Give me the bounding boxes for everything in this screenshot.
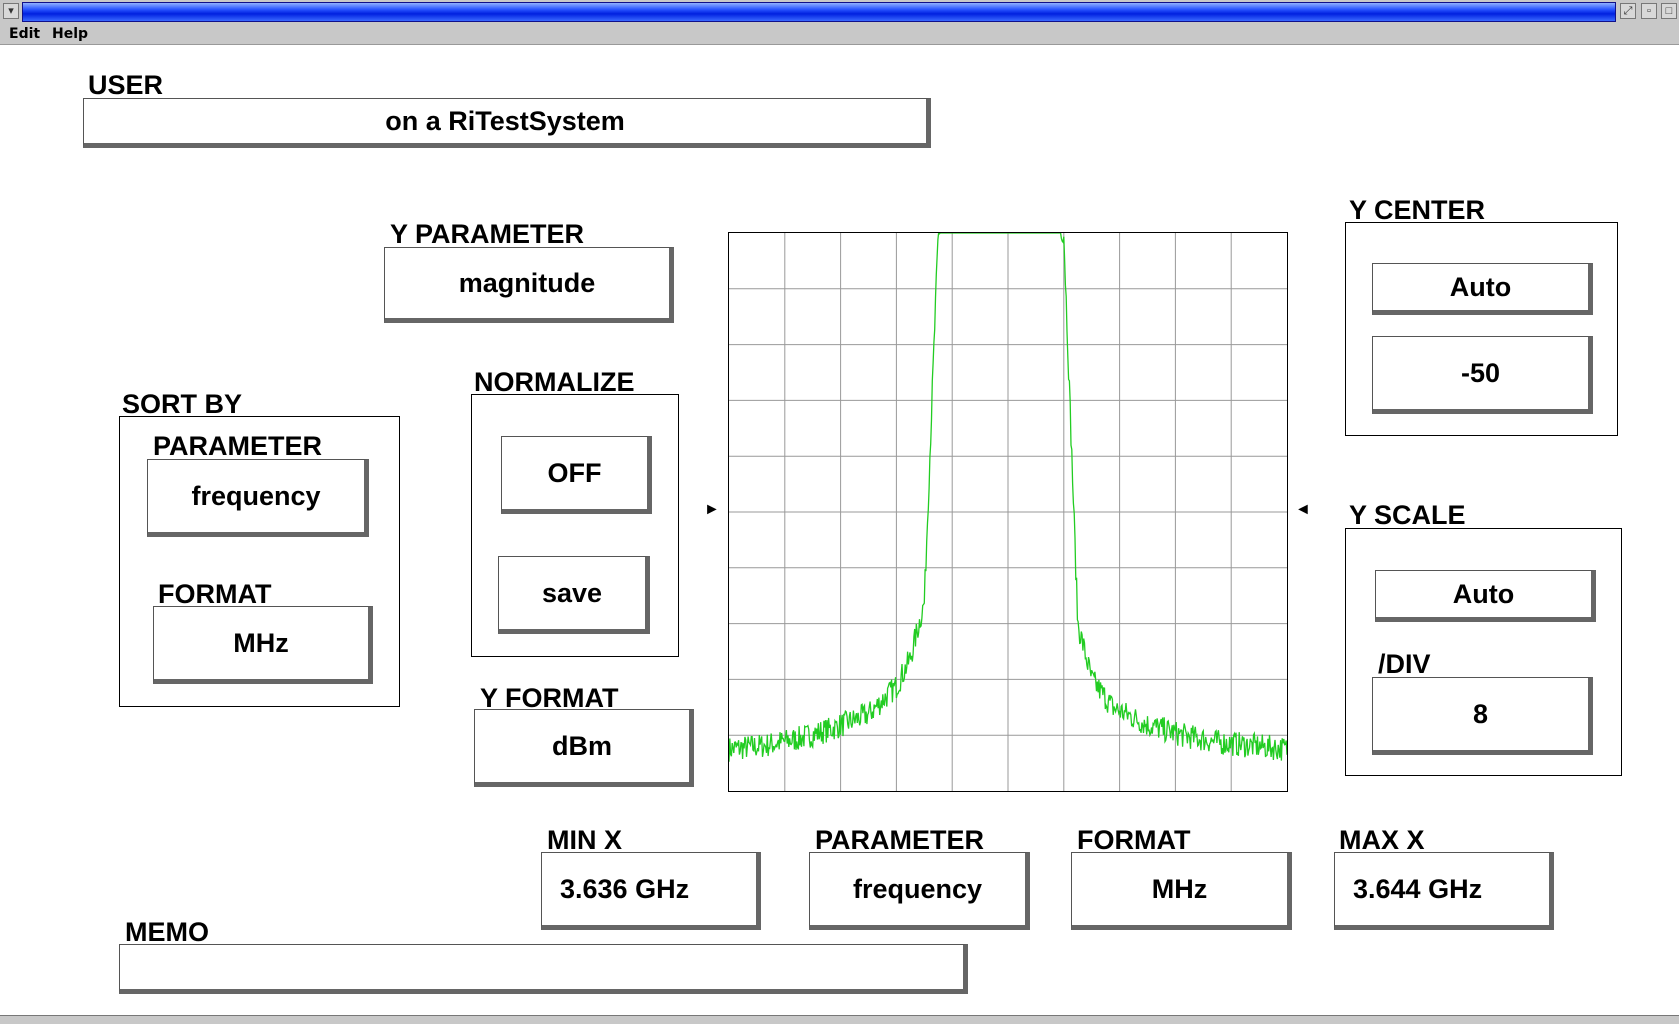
y-center-mode-button[interactable]: Auto [1372, 263, 1593, 315]
sort-by-label: SORT BY [122, 389, 243, 419]
y-scale-div-label: /DIV [1378, 649, 1431, 679]
normalize-label: NORMALIZE [474, 367, 635, 397]
normalize-off-button[interactable]: OFF [501, 436, 652, 514]
y-format-button[interactable]: dBm [474, 709, 694, 787]
memo-label: MEMO [125, 917, 209, 947]
user-field[interactable]: on a RiTestSystem [83, 98, 931, 148]
y-center-label: Y CENTER [1349, 195, 1486, 225]
plot-grid [729, 233, 1287, 791]
max-x-field[interactable]: 3.644 GHz [1334, 852, 1554, 930]
sort-parameter-label: PARAMETER [153, 431, 323, 461]
x-parameter-button[interactable]: frequency [809, 852, 1030, 930]
normalize-frame [471, 394, 679, 657]
x-format-label: FORMAT [1077, 825, 1191, 855]
menu-edit[interactable]: Edit [9, 26, 41, 42]
y-parameter-label: Y PARAMETER [390, 219, 585, 249]
normalize-save-button[interactable]: save [498, 556, 650, 634]
y-center-value-field[interactable]: -50 [1372, 336, 1593, 414]
min-x-field[interactable]: 3.636 GHz [541, 852, 761, 930]
y-scale-mode-button[interactable]: Auto [1375, 570, 1596, 622]
y-center-frame [1345, 222, 1618, 436]
x-parameter-label: PARAMETER [815, 825, 985, 855]
menu-bar: Edit Help [0, 24, 1679, 45]
user-label: USER [88, 70, 164, 100]
right-reference-marker: ◄ [1295, 501, 1311, 518]
sort-format-label: FORMAT [158, 579, 272, 609]
y-scale-label: Y SCALE [1349, 500, 1466, 530]
window-menu-icon[interactable]: ▾ [3, 3, 19, 19]
window-bottom-border [0, 1015, 1679, 1024]
window-titlebar[interactable]: ▾ ⤢ ▫ □ [0, 0, 1679, 25]
minimize-icon[interactable]: ▫ [1641, 3, 1657, 19]
max-x-label: MAX X [1339, 825, 1425, 855]
y-scale-frame [1345, 528, 1622, 776]
min-x-label: MIN X [547, 825, 623, 855]
sort-format-button[interactable]: MHz [153, 606, 373, 684]
x-format-button[interactable]: MHz [1071, 852, 1292, 930]
spectrum-trace [728, 231, 1288, 762]
spectrum-svg [728, 231, 1288, 791]
menu-help[interactable]: Help [52, 26, 89, 42]
y-format-label: Y FORMAT [480, 683, 619, 713]
sort-by-frame [119, 416, 400, 707]
maximize-icon[interactable]: □ [1661, 3, 1677, 19]
spectrum-plot[interactable] [728, 231, 1288, 792]
y-scale-div-field[interactable]: 8 [1372, 677, 1593, 755]
sort-parameter-button[interactable]: frequency [147, 459, 369, 537]
left-reference-marker: ► [704, 501, 720, 518]
y-parameter-button[interactable]: magnitude [384, 247, 674, 323]
resize-icon[interactable]: ⤢ [1620, 3, 1636, 19]
memo-field[interactable] [119, 944, 968, 994]
titlebar-bar [22, 2, 1616, 22]
